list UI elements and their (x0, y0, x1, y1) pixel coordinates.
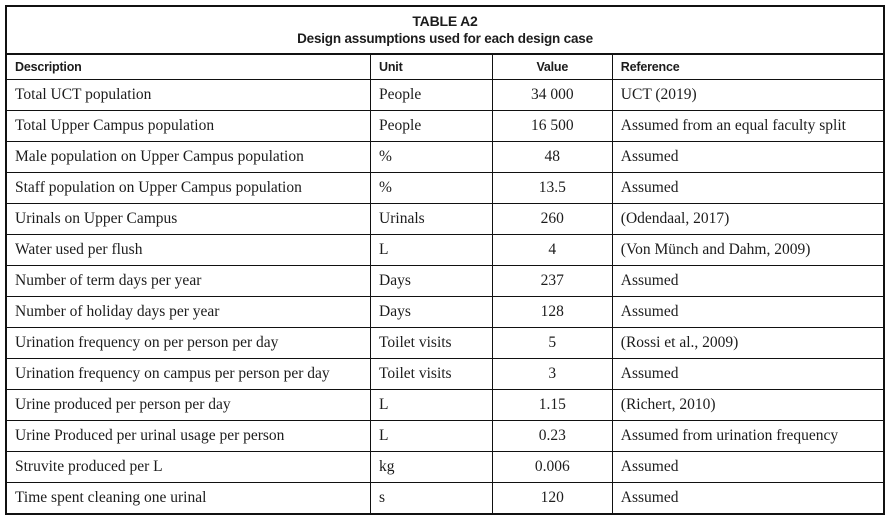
cell-unit: Urinals (370, 202, 493, 235)
cell-reference: UCT (2019) (611, 78, 883, 111)
cell-reference: Assumed (611, 295, 883, 328)
table-row: Urination frequency on per person per da… (7, 326, 883, 359)
cell-value: 120 (491, 481, 613, 513)
cell-value: 48 (491, 140, 613, 173)
design-assumptions-table: TABLE A2 Design assumptions used for eac… (5, 5, 885, 515)
cell-reference: Assumed (611, 357, 883, 390)
cell-value: 1.15 (491, 388, 613, 421)
cell-reference: Assumed (611, 171, 883, 204)
cell-unit: Toilet visits (370, 326, 493, 359)
cell-unit: kg (370, 450, 493, 483)
table-row: Urinals on Upper Campus Urinals 260 (Odenda… (7, 202, 883, 235)
cell-unit: L (370, 233, 493, 266)
table-row: Total UCT population People 34 000 UCT (201… (7, 78, 883, 111)
cell-value: 128 (491, 295, 613, 328)
cell-description: Number of term days per year (7, 264, 372, 297)
cell-unit: Toilet visits (370, 357, 493, 390)
column-header-reference: Reference (611, 53, 883, 80)
cell-unit: L (370, 419, 493, 452)
cell-unit: % (370, 140, 493, 173)
cell-value: 0.23 (491, 419, 613, 452)
cell-value: 34 000 (491, 78, 613, 111)
column-header-value: Value (491, 53, 613, 80)
cell-description: Total UCT population (7, 78, 372, 111)
table-body: Total UCT population People 34 000 UCT (201… (7, 78, 883, 513)
cell-value: 13.5 (491, 171, 613, 204)
cell-reference: Assumed from urination frequency (611, 419, 883, 452)
assumptions-table: Description Unit Value Reference Total U… (7, 53, 883, 513)
cell-unit: Days (370, 264, 493, 297)
table-row: Urine Produced per urinal usage per pers… (7, 419, 883, 452)
cell-value: 4 (491, 233, 613, 266)
table-row: Number of term days per year Days 237 Assum… (7, 264, 883, 297)
cell-value: 237 (491, 264, 613, 297)
cell-reference: (Rossi et al., 2009) (611, 326, 883, 359)
cell-reference: (Richert, 2010) (611, 388, 883, 421)
table-row: Staff population on Upper Campus populat… (7, 171, 883, 204)
table-row: Urine produced per person per day L 1.15 (R… (7, 388, 883, 421)
table-caption: Design assumptions used for each design … (297, 31, 593, 46)
table-number: TABLE A2 (412, 13, 478, 29)
table-row: Total Upper Campus population People 16 50… (7, 109, 883, 142)
cell-reference: Assumed (611, 140, 883, 173)
cell-unit: People (370, 78, 493, 111)
header-row: Description Unit Value Reference (7, 53, 883, 80)
cell-value: 3 (491, 357, 613, 390)
cell-reference: (Odendaal, 2017) (611, 202, 883, 235)
cell-description: Male population on Upper Campus populati… (7, 140, 372, 173)
cell-value: 0.006 (491, 450, 613, 483)
cell-reference: Assumed (611, 450, 883, 483)
cell-description: Struvite produced per L (7, 450, 372, 483)
table-title-block: TABLE A2 Design assumptions used for eac… (7, 7, 883, 53)
cell-description: Total Upper Campus population (7, 109, 372, 142)
cell-description: Water used per flush (7, 233, 372, 266)
cell-unit: L (370, 388, 493, 421)
table-row: Male population on Upper Campus populati… (7, 140, 883, 173)
cell-reference: (Von Münch and Dahm, 2009) (611, 233, 883, 266)
column-header-unit: Unit (370, 53, 493, 80)
cell-description: Time spent cleaning one urinal (7, 481, 372, 513)
cell-reference: Assumed (611, 264, 883, 297)
cell-value: 16 500 (491, 109, 613, 142)
cell-description: Urinals on Upper Campus (7, 202, 372, 235)
cell-description: Urine Produced per urinal usage per pers… (7, 419, 372, 452)
cell-reference: Assumed (611, 481, 883, 513)
table-row: Water used per flush L 4 (Von Münch and Dah… (7, 233, 883, 266)
cell-description: Staff population on Upper Campus populat… (7, 171, 372, 204)
cell-description: Number of holiday days per year (7, 295, 372, 328)
cell-description: Urination frequency on campus per person… (7, 357, 372, 390)
cell-unit: People (370, 109, 493, 142)
cell-reference: Assumed from an equal faculty split (611, 109, 883, 142)
cell-unit: % (370, 171, 493, 204)
table-header: Description Unit Value Reference (7, 53, 883, 80)
column-header-description: Description (7, 53, 372, 80)
cell-value: 5 (491, 326, 613, 359)
cell-value: 260 (491, 202, 613, 235)
cell-description: Urine produced per person per day (7, 388, 372, 421)
cell-unit: Days (370, 295, 493, 328)
table-row: Number of holiday days per year Days 128 As… (7, 295, 883, 328)
cell-description: Urination frequency on per person per da… (7, 326, 372, 359)
table-row: Urination frequency on campus per person… (7, 357, 883, 390)
cell-unit: s (370, 481, 493, 513)
table-row: Time spent cleaning one urinal s 120 Assume… (7, 481, 883, 513)
